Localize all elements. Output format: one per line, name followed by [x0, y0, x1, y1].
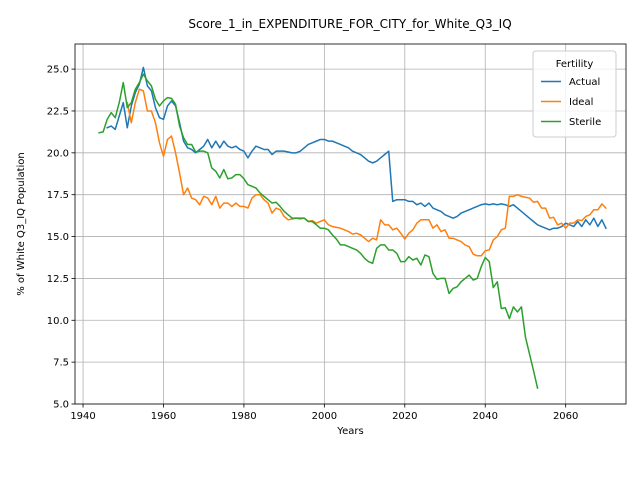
y-axis-label: % of White Q3_IQ Population: [16, 152, 27, 296]
x-tick-label: 1980: [231, 411, 256, 422]
x-axis-label: Years: [336, 426, 363, 437]
y-tick-label: 22.5: [47, 106, 69, 117]
legend-items: Actual Ideal Sterile: [541, 77, 601, 128]
legend: Fertility Actual Ideal Sterile: [532, 50, 617, 138]
axis-ticks: 1940 1960 1980 2000 2020 2040 2060 5.0 7.5 10.0 12…: [47, 65, 579, 422]
legend-label-actual: Actual: [569, 77, 600, 88]
y-tick-label: 10.0: [47, 316, 69, 327]
y-tick-label: 12.5: [47, 274, 69, 285]
x-tick-label: 2060: [553, 411, 578, 422]
y-tick-label: 15.0: [47, 232, 69, 243]
legend-title: Fertility: [556, 59, 594, 70]
series-line-actual: [106, 66, 607, 231]
series-lines: [98, 66, 607, 389]
y-tick-label: 25.0: [47, 65, 69, 76]
plot-frame: [74, 43, 627, 405]
x-tick-label: 2040: [473, 411, 498, 422]
legend-box: [532, 50, 617, 138]
series-line-ideal: [126, 88, 607, 257]
legend-label-ideal: Ideal: [569, 97, 593, 108]
y-tick-label: 7.5: [53, 358, 69, 369]
y-tick-label: 5.0: [53, 400, 69, 411]
y-tick-label: 17.5: [47, 190, 69, 201]
y-tick-label: 20.0: [47, 148, 69, 159]
legend-label-sterile: Sterile: [569, 117, 601, 128]
x-tick-label: 2000: [312, 411, 337, 422]
x-tick-label: 1940: [70, 411, 95, 422]
x-tick-label: 1960: [151, 411, 176, 422]
chart-title: Score_1_in_EXPENDITURE_FOR_CITY_for_Whit…: [188, 17, 511, 31]
series-line-sterile: [98, 73, 539, 389]
x-tick-label: 2020: [392, 411, 417, 422]
